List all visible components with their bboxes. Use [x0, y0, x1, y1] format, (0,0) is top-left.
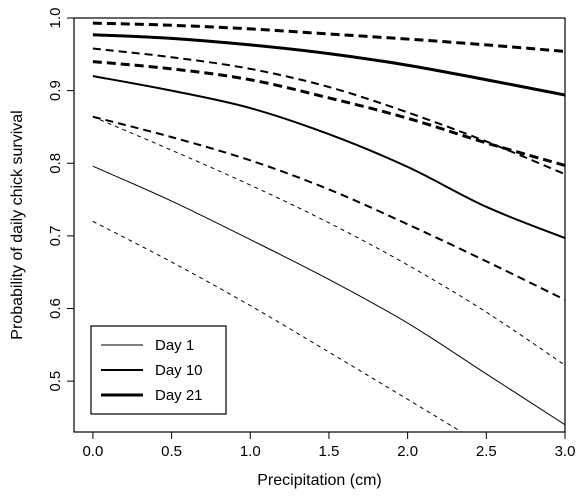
y-tick-label: 1.0: [47, 8, 64, 29]
series-line-day21-lower-bound: [92, 60, 565, 167]
x-tick-label: 1.5: [319, 443, 340, 460]
plot-frame: [73, 17, 566, 433]
series-line-day21-estimate: [92, 33, 565, 97]
x-tick-label: 0.5: [161, 443, 182, 460]
legend-label-day1: Day 1: [155, 337, 194, 354]
x-tick-label: 0.0: [82, 443, 103, 460]
series-line-day10-lower-bound: [92, 115, 565, 301]
x-axis-title: Precipitation (cm): [257, 472, 381, 489]
x-tick-label: 3.0: [555, 443, 576, 460]
series-line-day10-upper-bound: [92, 47, 565, 176]
y-tick-label: 0.5: [47, 371, 64, 392]
x-tick-label: 1.0: [240, 443, 261, 460]
series-line-day1-upper-bound: [92, 116, 565, 366]
y-axis-title: Probability of daily chick survival: [9, 110, 26, 339]
x-tick-label: 2.0: [397, 443, 418, 460]
y-tick-label: 0.9: [47, 80, 64, 101]
y-tick-label: 0.8: [47, 153, 64, 174]
y-axis: 0.5 0.6 0.7 0.8 0.9 1.0: [47, 8, 74, 392]
x-axis: 0.0 0.5 1.0 1.5 2.0 2.5 3.0: [82, 432, 575, 460]
series-line-day1-estimate: [92, 165, 565, 426]
plot-lines: [92, 21, 565, 432]
series-line-day10-estimate: [92, 75, 565, 240]
legend-label-day10: Day 10: [155, 362, 203, 379]
y-tick-label: 0.6: [47, 298, 64, 319]
y-tick-label: 0.7: [47, 225, 64, 246]
series-line-day21-upper-bound: [92, 21, 565, 53]
legend-label-day21: Day 21: [155, 387, 203, 404]
series-line-day1-lower-bound: [92, 220, 463, 432]
x-tick-label: 2.5: [476, 443, 497, 460]
legend: Day 1 Day 10 Day 21: [90, 325, 227, 415]
